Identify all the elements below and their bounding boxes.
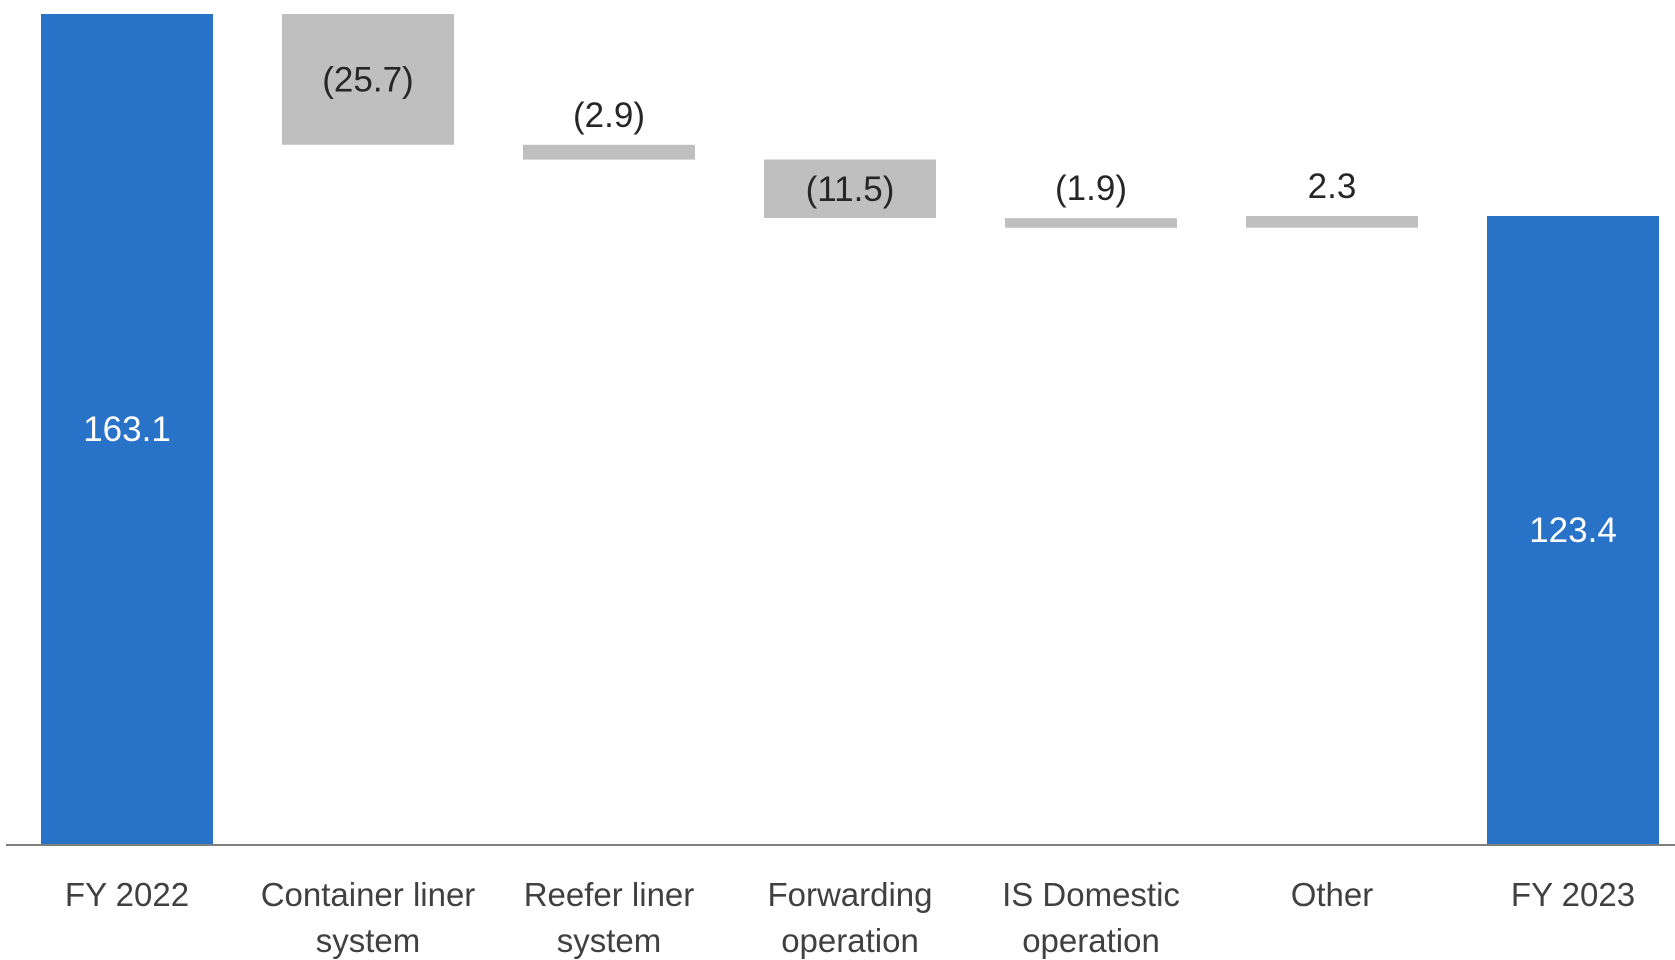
data-label: (11.5) xyxy=(806,170,895,209)
data-label: (25.7) xyxy=(322,60,413,99)
x-tick-label-line: Container liner xyxy=(261,876,476,913)
x-tick-label-line: operation xyxy=(781,922,919,959)
data-labels-layer: 163.1 (25.7) (2.9) (11.5) (1.9) 2.3 123.4 xyxy=(83,60,1617,550)
x-tick-label-line: Other xyxy=(1291,876,1374,913)
data-label: 123.4 xyxy=(1529,511,1617,550)
x-tick-label: Forwarding operation xyxy=(767,876,932,959)
x-tick-label-line: Reefer liner xyxy=(524,876,695,913)
bar-reefer-liner-system xyxy=(523,144,695,160)
x-tick-label-line: FY 2022 xyxy=(65,876,189,913)
x-tick-label-line: IS Domestic xyxy=(1002,876,1180,913)
bar-other xyxy=(1246,216,1418,228)
x-tick-label: Reefer liner system xyxy=(524,876,695,959)
x-tick-label-line: system xyxy=(557,922,662,959)
data-label: 2.3 xyxy=(1308,167,1357,206)
x-tick-label-line: operation xyxy=(1022,922,1160,959)
bar-container-liner-system xyxy=(282,14,454,145)
x-tick-label-line: Forwarding xyxy=(767,876,932,913)
x-tick-label-line: FY 2023 xyxy=(1511,876,1635,913)
bar-fy-2023 xyxy=(1487,216,1659,844)
bar-forwarding-operation xyxy=(764,159,936,218)
bar-is-domestic-operation xyxy=(1005,218,1177,228)
x-tick-label: Container liner system xyxy=(261,876,476,959)
x-tick-label: FY 2023 xyxy=(1511,876,1635,913)
bars-layer xyxy=(41,14,1659,844)
x-tick-label: IS Domestic operation xyxy=(1002,876,1180,959)
x-tick-label: Other xyxy=(1291,876,1374,913)
bar-fy-2022 xyxy=(41,14,213,844)
x-tick-label: FY 2022 xyxy=(65,876,189,913)
data-label: (2.9) xyxy=(573,96,645,135)
x-tick-label-line: system xyxy=(316,922,421,959)
data-label: (1.9) xyxy=(1055,169,1127,208)
data-label: 163.1 xyxy=(83,410,171,449)
